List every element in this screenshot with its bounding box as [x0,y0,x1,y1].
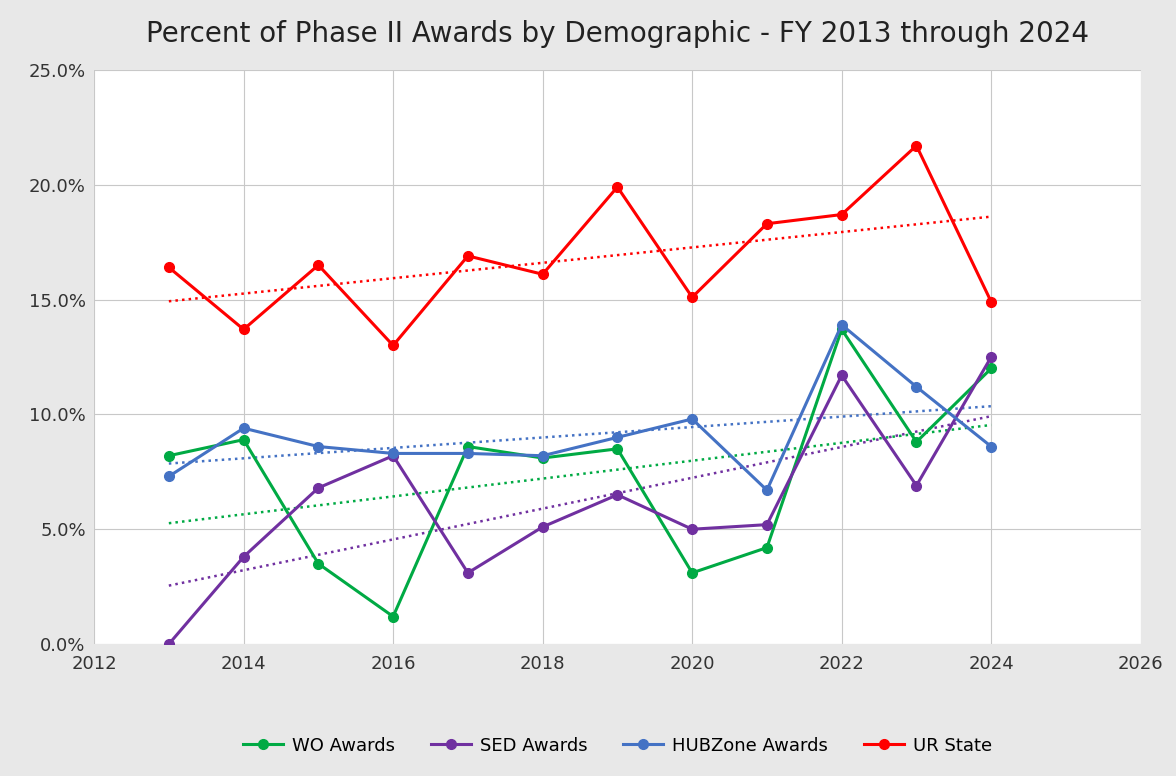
WO Awards [686,568,700,577]
UR State [909,141,923,151]
UR State [386,341,400,350]
HUBZone Awards [535,451,549,460]
Legend: WO Awards, SED Awards, HUBZone Awards, UR State: WO Awards, SED Awards, HUBZone Awards, U… [234,728,1001,764]
WO Awards [312,559,326,568]
SED Awards [386,451,400,460]
UR State [835,210,849,219]
SED Awards [610,490,624,500]
HUBZone Awards [461,449,475,458]
SED Awards [984,352,998,362]
UR State [610,182,624,192]
WO Awards [610,444,624,453]
HUBZone Awards [236,424,250,433]
SED Awards [236,553,250,562]
HUBZone Awards [835,320,849,330]
UR State [760,219,774,228]
HUBZone Awards [610,433,624,442]
SED Awards [835,371,849,380]
Line: UR State: UR State [163,140,996,350]
SED Awards [535,522,549,532]
SED Awards [909,481,923,490]
HUBZone Awards [686,414,700,424]
SED Awards [461,568,475,577]
SED Awards [312,483,326,493]
WO Awards [236,435,250,445]
Line: SED Awards: SED Awards [163,352,996,649]
UR State [461,251,475,261]
UR State [312,261,326,270]
HUBZone Awards [312,442,326,451]
SED Awards [686,525,700,534]
WO Awards [162,451,176,460]
HUBZone Awards [909,382,923,391]
UR State [535,269,549,279]
SED Awards [760,520,774,529]
UR State [162,263,176,272]
Line: WO Awards: WO Awards [163,324,996,622]
UR State [236,324,250,334]
HUBZone Awards [386,449,400,458]
HUBZone Awards [984,442,998,451]
UR State [984,297,998,307]
WO Awards [760,543,774,553]
HUBZone Awards [162,472,176,481]
SED Awards [162,639,176,649]
UR State [686,293,700,302]
WO Awards [535,453,549,462]
Line: HUBZone Awards: HUBZone Awards [163,320,996,495]
Title: Percent of Phase II Awards by Demographic - FY 2013 through 2024: Percent of Phase II Awards by Demographi… [146,20,1089,48]
WO Awards [909,438,923,447]
WO Awards [984,364,998,373]
WO Awards [835,324,849,334]
WO Awards [461,442,475,451]
WO Awards [386,611,400,621]
HUBZone Awards [760,486,774,495]
